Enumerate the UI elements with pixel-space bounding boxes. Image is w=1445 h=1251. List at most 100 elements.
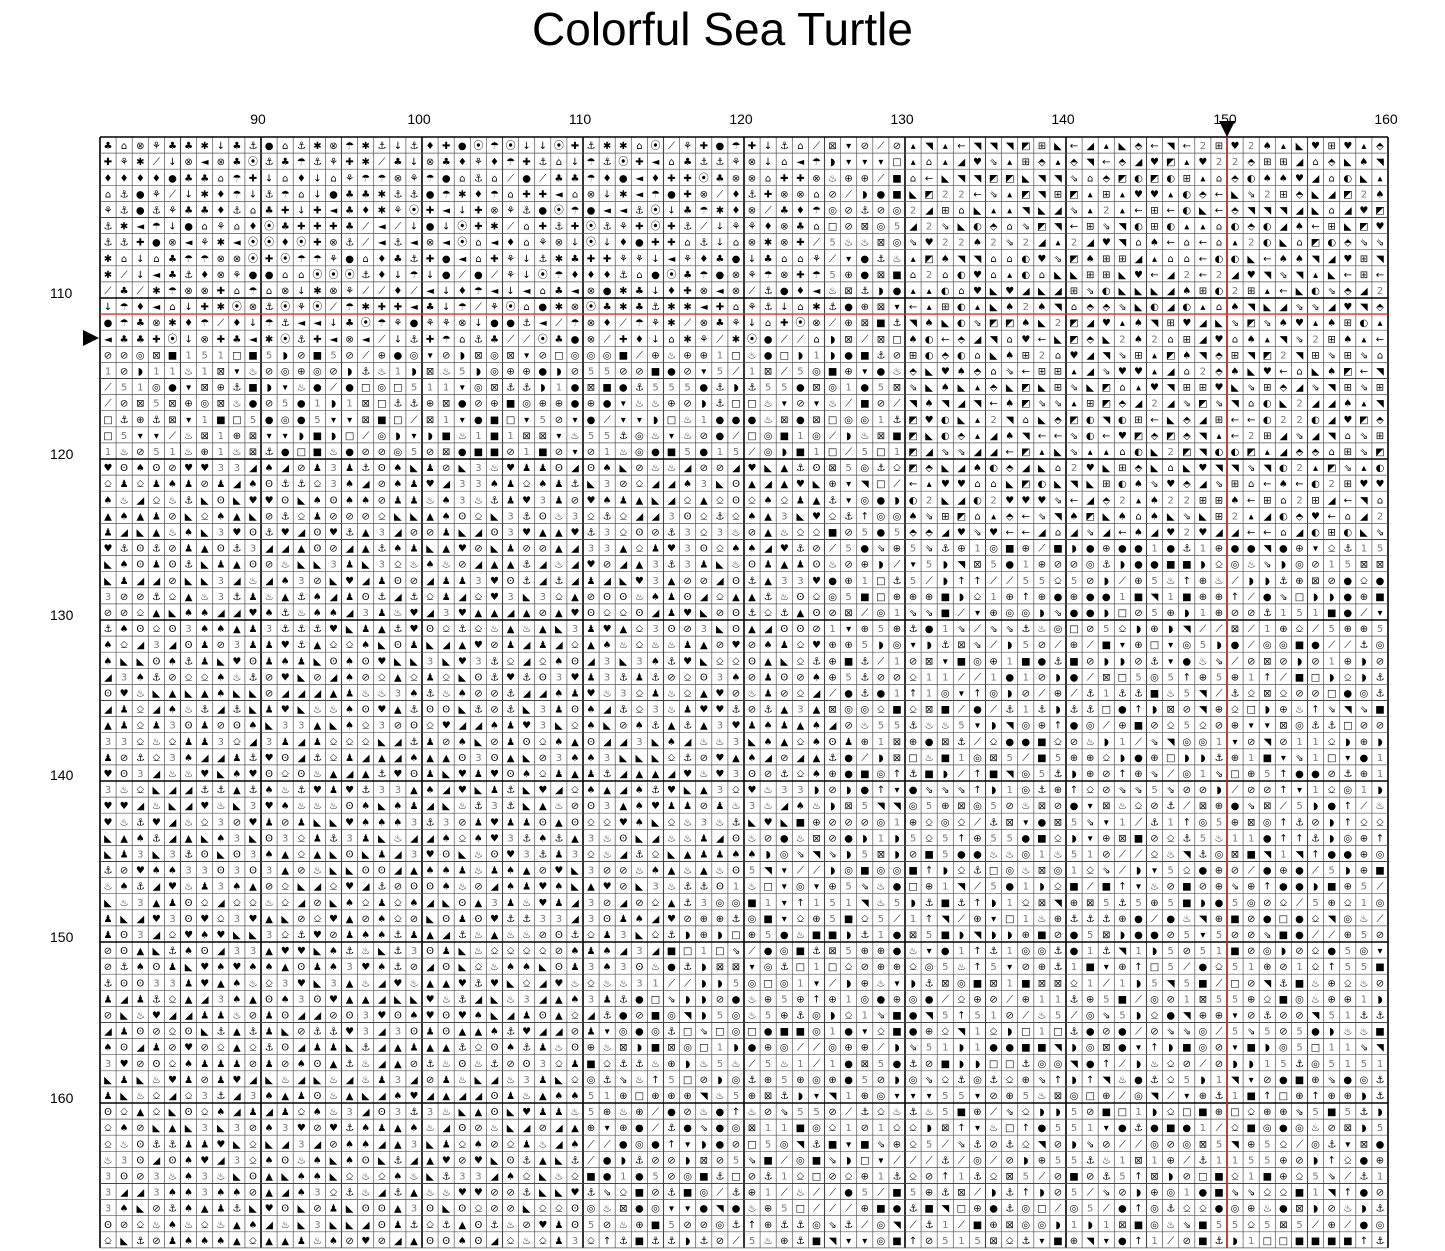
stitch-symbol: ◩ xyxy=(1005,173,1014,184)
stitch-symbol: ■ xyxy=(474,447,483,458)
stitch-symbol: ↑ xyxy=(973,769,981,780)
stitch-symbol: ⎐ xyxy=(716,592,724,603)
stitch-symbol: ◎ xyxy=(651,1027,660,1038)
stitch-symbol: ◄ xyxy=(297,318,305,329)
stitch-symbol: ▲ xyxy=(571,737,579,748)
stitch-symbol: ♥ xyxy=(506,672,515,683)
stitch-symbol: 3 xyxy=(717,528,723,539)
stitch-symbol: ■ xyxy=(667,946,676,957)
stitch-symbol: ⟋ xyxy=(475,302,482,313)
stitch-symbol: ◣ xyxy=(330,817,338,828)
stitch-symbol: ♟ xyxy=(506,1091,515,1102)
stitch-symbol: ♥ xyxy=(1376,222,1385,233)
stitch-symbol: Ꙩ xyxy=(313,528,321,539)
stitch-symbol: ⊘ xyxy=(442,350,450,361)
stitch-symbol: ✱ xyxy=(201,141,209,152)
stitch-symbol: 1 xyxy=(1361,544,1367,555)
stitch-symbol: ⚓ xyxy=(667,1027,676,1038)
stitch-symbol: ♨ xyxy=(554,1043,563,1054)
stitch-symbol: 1 xyxy=(314,399,320,410)
stitch-symbol: ♦ xyxy=(796,286,805,297)
stitch-symbol: ⎐ xyxy=(716,656,724,667)
stitch-symbol: ♠ xyxy=(232,994,241,1005)
stitch-symbol: 5 xyxy=(990,560,996,571)
stitch-symbol: ♨ xyxy=(1215,576,1224,587)
stitch-symbol: ⊠ xyxy=(426,367,434,378)
stitch-symbol: ⊕ xyxy=(1328,898,1336,909)
stitch-symbol: ◢ xyxy=(571,898,579,909)
stitch-symbol: ♠ xyxy=(554,656,563,667)
stitch-symbol: ♠ xyxy=(120,1123,129,1134)
stitch-symbol: ⬘ xyxy=(1376,415,1384,426)
stitch-symbol: ⚓ xyxy=(667,656,676,667)
stitch-symbol: ⌂ xyxy=(1168,334,1174,345)
stitch-symbol: Ꙩ xyxy=(700,672,708,683)
stitch-symbol: 1 xyxy=(1248,962,1254,973)
stitch-symbol: ◗ xyxy=(1071,1075,1076,1086)
stitch-symbol: ▲ xyxy=(362,994,370,1005)
stitch-symbol: ⊕ xyxy=(973,833,981,844)
stitch-symbol: ◎ xyxy=(1360,1075,1369,1086)
stitch-symbol: ⊕ xyxy=(877,962,885,973)
stitch-symbol: ⊘ xyxy=(281,817,289,828)
stitch-symbol: ⊘ xyxy=(281,1059,289,1070)
stitch-symbol: 1 xyxy=(797,431,803,442)
stitch-symbol: ⬘ xyxy=(1135,463,1143,474)
stitch-symbol: ◎ xyxy=(732,1123,741,1134)
stitch-symbol: ⊠ xyxy=(1263,656,1271,667)
stitch-symbol: ⊠ xyxy=(1279,721,1287,732)
stitch-symbol: ⊘ xyxy=(1150,1027,1158,1038)
stitch-symbol: ⚓ xyxy=(361,463,370,474)
stitch-symbol: ♟ xyxy=(506,495,515,506)
stitch-symbol: ● xyxy=(893,1059,902,1070)
stitch-symbol: ♟ xyxy=(699,560,708,571)
stitch-symbol: 3 xyxy=(363,1027,369,1038)
stitch-symbol: ✚ xyxy=(667,222,675,233)
stitch-symbol: ♟ xyxy=(458,866,467,877)
stitch-symbol: ♥ xyxy=(410,624,419,635)
stitch-symbol: ☂ xyxy=(345,141,354,152)
stitch-symbol: ⎐ xyxy=(1151,1011,1159,1022)
stitch-symbol: Ꙩ xyxy=(796,624,804,635)
stitch-symbol: 1 xyxy=(153,367,159,378)
stitch-symbol: ● xyxy=(1134,930,1143,941)
stitch-symbol: ▲ xyxy=(169,689,177,700)
stitch-symbol: ♥ xyxy=(249,495,258,506)
stitch-symbol: ⇘ xyxy=(1086,528,1094,539)
stitch-symbol: ♠ xyxy=(152,866,161,877)
stitch-symbol: ⦿ xyxy=(586,301,596,313)
stitch-symbol: Ꙩ xyxy=(217,866,225,877)
stitch-symbol: ■ xyxy=(377,415,386,426)
stitch-symbol: ♠ xyxy=(265,1123,274,1134)
stitch-symbol: ⊘ xyxy=(217,640,225,651)
stitch-symbol: ▲ xyxy=(813,753,821,764)
stitch-symbol: ▾ xyxy=(1249,721,1254,732)
stitch-symbol: ⇘ xyxy=(941,785,949,796)
stitch-symbol: ◥ xyxy=(1054,1043,1062,1054)
stitch-symbol: ⌂ xyxy=(1135,238,1141,249)
stitch-symbol: ☂ xyxy=(764,270,773,281)
stitch-symbol: ♨ xyxy=(732,801,741,812)
stitch-symbol: ⎐ xyxy=(587,978,595,989)
stitch-symbol: ♠ xyxy=(1343,334,1352,345)
stitch-symbol: ◎ xyxy=(732,1027,741,1038)
stitch-symbol: ⚘ xyxy=(683,254,692,265)
stitch-symbol: ■ xyxy=(973,978,982,989)
stitch-symbol: ◗ xyxy=(1345,737,1350,748)
stitch-symbol: ⎐ xyxy=(330,640,338,651)
stitch-symbol: ◣ xyxy=(700,656,708,667)
stitch-symbol: ▴ xyxy=(1377,318,1382,329)
stitch-symbol: ⚓ xyxy=(232,383,241,394)
stitch-symbol: ◢ xyxy=(958,399,966,410)
stitch-symbol: ♨ xyxy=(120,785,129,796)
stitch-symbol: ◣ xyxy=(571,866,579,877)
stitch-symbol: ⚓ xyxy=(152,672,161,683)
stitch-symbol: ⊘ xyxy=(700,753,708,764)
stitch-symbol: ⚓ xyxy=(1295,817,1304,828)
stitch-symbol: ⎐ xyxy=(684,672,692,683)
stitch-symbol: ⊘ xyxy=(136,1059,144,1070)
stitch-symbol: ⊘ xyxy=(458,560,466,571)
stitch-symbol: ◣ xyxy=(153,946,161,957)
stitch-symbol: □ xyxy=(1005,1059,1014,1070)
stitch-symbol: ⎐ xyxy=(829,1123,837,1134)
